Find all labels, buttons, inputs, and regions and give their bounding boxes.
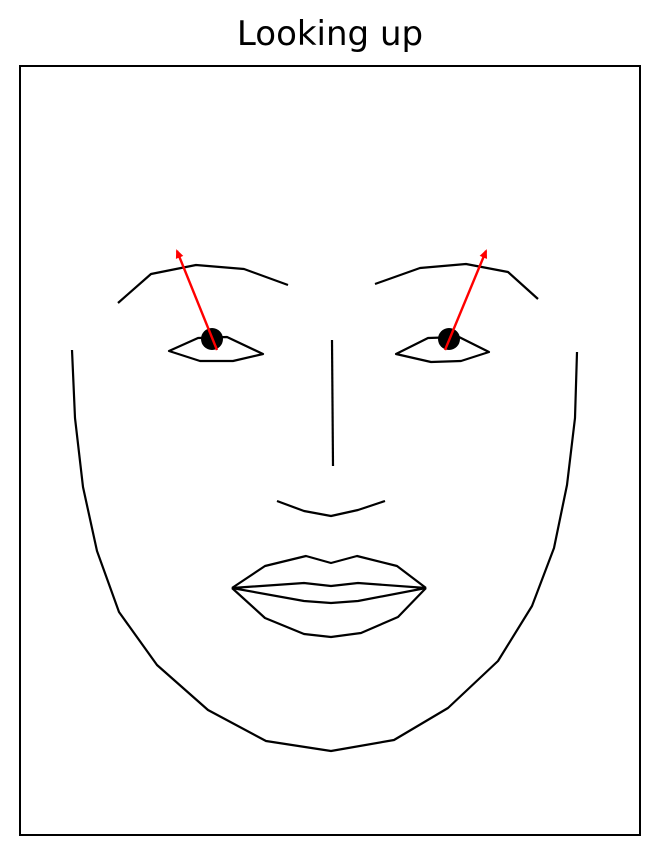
lip-line-upper xyxy=(231,581,427,590)
lip-line-lower xyxy=(231,586,427,605)
figure-title: Looking up xyxy=(236,14,424,54)
right-gaze-arrow xyxy=(443,249,488,351)
nose-base xyxy=(276,499,386,518)
left-eye xyxy=(167,335,265,363)
right-eyebrow xyxy=(374,262,539,300)
left-gaze-arrow xyxy=(175,249,219,351)
right-eye xyxy=(394,335,491,364)
left-eyebrow xyxy=(117,263,289,304)
lower-lip xyxy=(231,587,427,639)
plot-frame xyxy=(19,65,641,836)
upper-lip xyxy=(231,554,427,589)
face-outline xyxy=(70,349,579,753)
nose-bridge xyxy=(330,339,335,467)
